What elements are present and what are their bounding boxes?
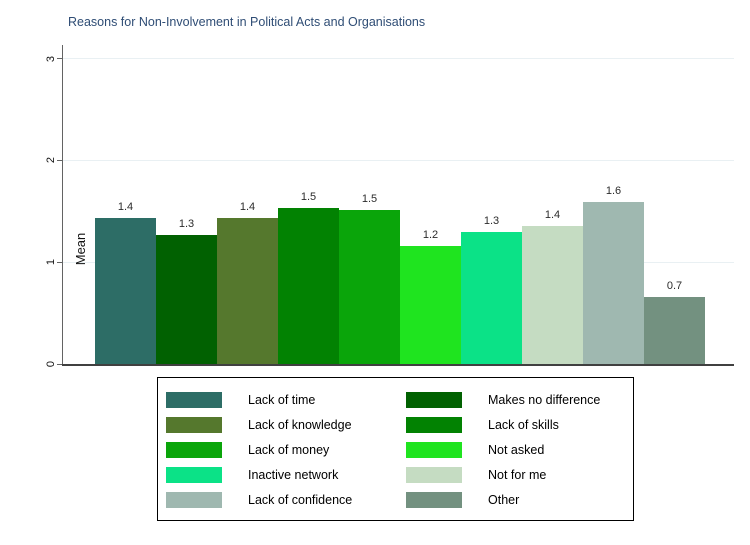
bar [461,231,522,364]
legend-item: Other [406,491,633,508]
bar-value-label: 1.3 [178,217,195,230]
legend-label: Not for me [488,467,547,482]
bar [278,208,339,364]
bar [95,218,156,364]
bar-value-label: 1.5 [300,191,317,204]
legend-swatch [166,466,222,483]
bar [217,218,278,364]
legend-swatch [166,441,222,458]
bar-value-label: 1.3 [483,214,500,227]
legend-item: Inactive network [166,466,406,483]
legend-swatch [166,416,222,433]
legend-item: Lack of skills [406,416,633,433]
legend-item: Lack of time [166,391,406,408]
y-tick-label: 3 [45,55,57,62]
legend: Lack of time Makes no difference Lack of k… [157,377,634,521]
gridline [63,58,734,60]
bar-value-label: 1.4 [544,208,561,221]
legend-swatch [166,491,222,508]
y-axis-title: Mean [73,232,88,266]
bar [644,296,705,364]
bar-value-label: 1.4 [239,201,256,214]
legend-label: Lack of time [248,392,316,407]
legend-swatch [406,441,462,458]
legend-swatch [406,391,462,408]
plot-area: 0 1 2 3 1.4 1.3 1.4 1.5 1.5 1.2 1.3 1.4 1.6 0.7 Mean [45,45,734,367]
legend-label: Lack of money [248,442,330,457]
y-tick [57,261,62,263]
chart-title: Reasons for Non-Involvement in Political… [68,15,426,29]
y-tick [57,58,62,60]
legend-item: Lack of confidence [166,491,406,508]
bar-value-label: 1.6 [605,185,622,198]
bar [400,245,461,364]
legend-swatch [406,416,462,433]
legend-label: Lack of confidence [248,492,353,507]
y-tick [57,363,62,365]
legend-label: Lack of knowledge [248,417,352,432]
legend-swatch [166,391,222,408]
bar-value-label: 1.4 [117,201,134,214]
y-tick [57,159,62,161]
legend-item: Not asked [406,441,633,458]
y-tick-label: 1 [45,259,57,266]
legend-label: Not asked [488,442,545,457]
bar-value-label: 1.5 [361,193,378,206]
legend-item: Makes no difference [406,391,633,408]
legend-swatch [406,491,462,508]
legend-label: Inactive network [248,467,339,482]
y-tick-label: 0 [45,360,57,368]
legend-label: Makes no difference [488,392,601,407]
bar-value-label: 1.2 [422,228,439,241]
bar [583,202,644,364]
y-tick-label: 2 [45,157,57,164]
legend-item: Lack of knowledge [166,416,406,433]
legend-label: Lack of skills [488,417,559,432]
bar [339,210,400,364]
gridline [63,159,734,161]
legend-item: Lack of money [166,441,406,458]
bar [156,234,217,364]
x-axis-line [62,364,734,366]
legend-label: Other [488,492,520,507]
bar [522,225,583,364]
bar-value-label: 0.7 [666,279,683,292]
legend-swatch [406,466,462,483]
legend-item: Not for me [406,466,633,483]
